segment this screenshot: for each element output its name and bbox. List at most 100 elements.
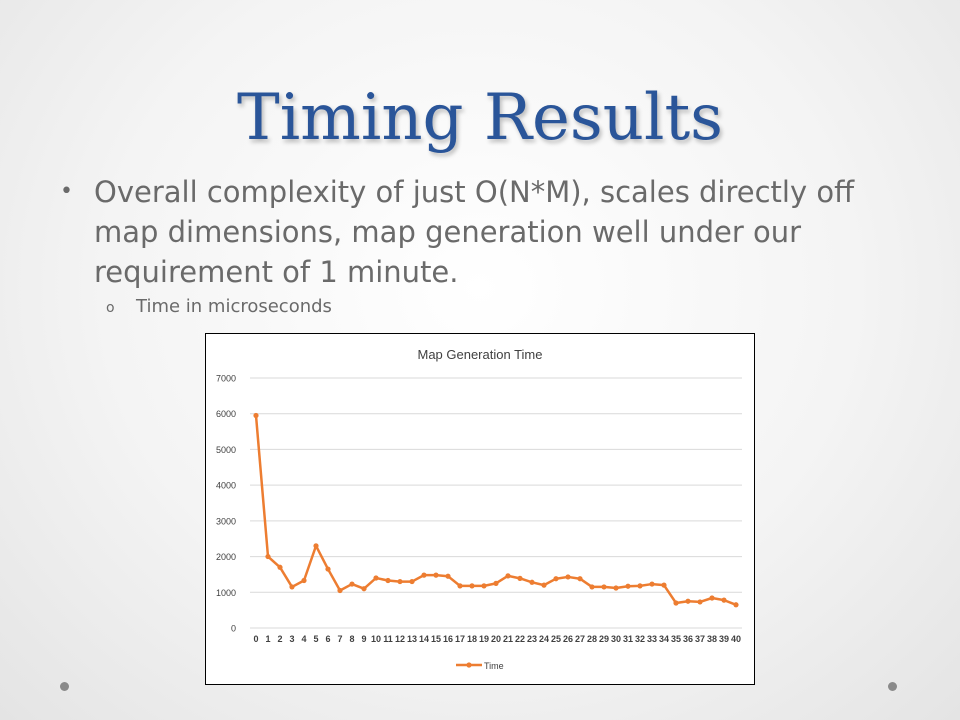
data-point	[577, 576, 583, 582]
chart-title: Map Generation Time	[417, 347, 542, 362]
x-tick-label: 12	[395, 634, 405, 644]
x-tick-label: 19	[479, 634, 489, 644]
gridlines	[250, 377, 742, 629]
data-point	[721, 597, 727, 603]
data-point	[457, 583, 463, 589]
x-tick-label: 33	[647, 634, 657, 644]
y-tick-label: 6000	[216, 409, 236, 419]
x-tick-label: 31	[623, 634, 633, 644]
x-tick-label: 9	[361, 634, 366, 644]
data-point	[601, 584, 607, 590]
data-point	[313, 543, 319, 549]
legend-label-time: Time	[484, 661, 504, 671]
data-point	[685, 598, 691, 604]
x-tick-label: 27	[575, 634, 585, 644]
data-point	[397, 578, 403, 585]
y-tick-label: 7000	[216, 374, 236, 384]
data-point	[649, 581, 655, 587]
y-tick-label: 1000	[216, 588, 236, 598]
x-tick-label: 23	[527, 634, 537, 644]
series-line	[254, 415, 737, 606]
x-tick-label: 17	[455, 634, 465, 644]
slide-title: Timing Results	[237, 81, 723, 155]
chart-container: Map Generation Time 0 1000 2000 3000 4000 500…	[205, 333, 755, 685]
x-tick-label: 1	[265, 634, 270, 644]
x-tick-label: 16	[443, 634, 453, 644]
data-point	[493, 580, 499, 586]
data-point	[445, 573, 451, 579]
data-point	[409, 578, 415, 585]
bullet-marker: •	[60, 179, 73, 204]
x-tick-label: 4	[301, 634, 306, 644]
data-point	[469, 583, 475, 589]
data-point	[565, 574, 571, 580]
data-point	[673, 600, 679, 606]
data-point	[589, 584, 595, 590]
data-point	[361, 586, 367, 592]
x-tick-label: 24	[539, 634, 549, 644]
x-tick-label: 15	[431, 634, 441, 644]
x-tick-label: 34	[659, 634, 669, 644]
data-point	[433, 572, 439, 578]
x-tick-label: 0	[253, 634, 258, 644]
x-tick-label: 10	[371, 634, 381, 644]
data-point	[697, 599, 703, 605]
x-tick-label: 32	[635, 634, 645, 644]
x-tick-label: 18	[467, 634, 477, 644]
data-point	[709, 595, 715, 601]
x-tick-label: 29	[599, 634, 609, 644]
x-tick-label: 7	[337, 634, 342, 644]
data-point	[253, 412, 259, 419]
data-point	[337, 587, 343, 594]
data-point	[265, 553, 271, 560]
x-tick-label: 14	[419, 634, 429, 644]
y-tick-label: 2000	[216, 552, 236, 562]
x-tick-label: 2	[277, 634, 282, 644]
bullet-item: • Overall complexity of just O(N*M), sca…	[60, 172, 920, 292]
data-point	[505, 573, 511, 579]
x-tick-label: 37	[695, 634, 705, 644]
data-point	[625, 583, 631, 589]
x-tick-label: 11	[383, 634, 393, 644]
y-tick-label: 5000	[216, 445, 236, 455]
legend: Time	[456, 661, 504, 671]
x-tick-label: 28	[587, 634, 597, 644]
data-point	[277, 564, 283, 570]
series-time	[253, 412, 739, 608]
legend-swatch-marker	[466, 662, 472, 668]
y-tick-label: 0	[231, 624, 236, 634]
x-tick-label: 30	[611, 634, 621, 644]
decorative-dot-left	[60, 682, 69, 691]
sub-bullet-item: o Time in microseconds	[106, 295, 332, 320]
data-point	[481, 583, 487, 589]
x-axis-ticks: 0 1 2 3 4 5 6 7 8 9 10 11 12 13 14 15 16 17 18 19 20 21 22 23 24…	[253, 634, 741, 644]
data-point	[325, 566, 331, 572]
x-tick-label: 39	[719, 634, 729, 644]
x-tick-label: 20	[491, 634, 501, 644]
y-tick-label: 4000	[216, 481, 236, 491]
line-chart: Map Generation Time 01000200030004000500…	[216, 347, 742, 671]
data-point	[385, 577, 391, 584]
y-axis-ticks: 0 1000 2000 3000 4000 5000 6000 7000	[216, 374, 236, 634]
data-point	[541, 582, 547, 588]
x-tick-label: 22	[515, 634, 525, 644]
bullet-text: Overall complexity of just O(N*M), scale…	[94, 175, 855, 289]
data-point	[529, 579, 535, 585]
data-point	[301, 577, 307, 584]
data-point	[373, 575, 379, 581]
data-point	[289, 584, 295, 590]
x-tick-label: 13	[407, 634, 417, 644]
sub-bullet-marker: o	[106, 300, 115, 316]
x-tick-label: 36	[683, 634, 693, 644]
x-tick-label: 3	[289, 634, 294, 644]
x-tick-label: 35	[671, 634, 681, 644]
sub-bullet-text: Time in microseconds	[136, 296, 332, 317]
x-tick-label: 26	[563, 634, 573, 644]
x-tick-label: 8	[349, 634, 354, 644]
data-point	[553, 576, 559, 582]
data-point	[613, 585, 619, 591]
x-tick-label: 40	[731, 634, 741, 644]
data-point	[421, 572, 427, 578]
data-point	[733, 602, 739, 608]
data-point	[661, 582, 667, 588]
